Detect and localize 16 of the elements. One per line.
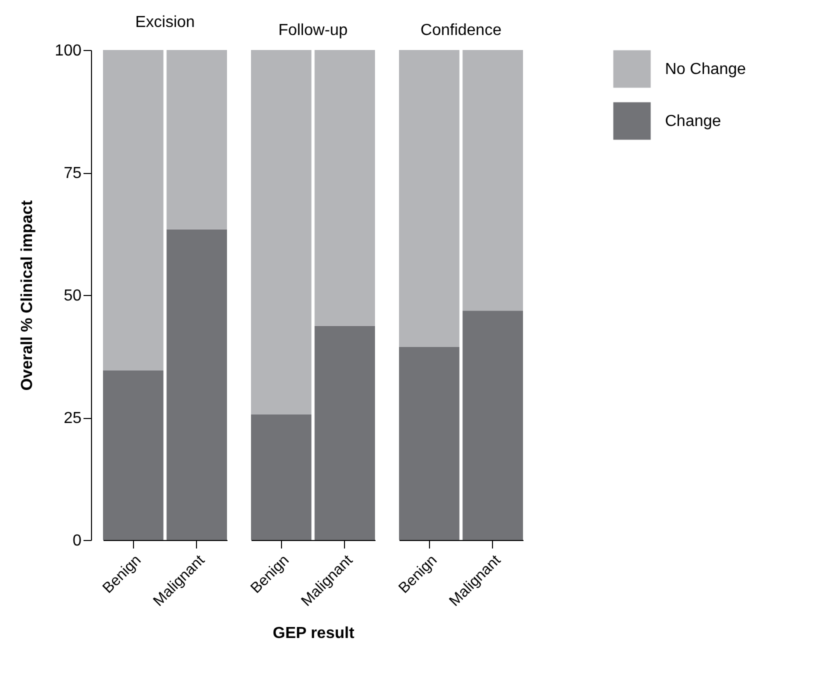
bar bbox=[103, 50, 164, 370]
y-tick-label: 50 bbox=[64, 288, 82, 304]
y-tick-label: 0 bbox=[72, 532, 82, 550]
x-axis-title: GEP result bbox=[272, 625, 355, 642]
y-axis-title: Overall % Clinical impact bbox=[18, 200, 36, 391]
y-tick-label: 25 bbox=[64, 410, 82, 427]
y-tick-label: 100 bbox=[54, 42, 82, 60]
bar bbox=[103, 370, 164, 540]
legend-label: No Change bbox=[665, 61, 746, 78]
bar bbox=[166, 229, 227, 540]
chart-title: Follow-up bbox=[278, 22, 348, 39]
y-tick-label: 75 bbox=[64, 165, 82, 182]
legend-label: Change bbox=[665, 113, 722, 130]
bar bbox=[166, 50, 227, 230]
chart-title: Excision bbox=[135, 14, 195, 31]
chart-title: Confidence bbox=[420, 22, 502, 39]
